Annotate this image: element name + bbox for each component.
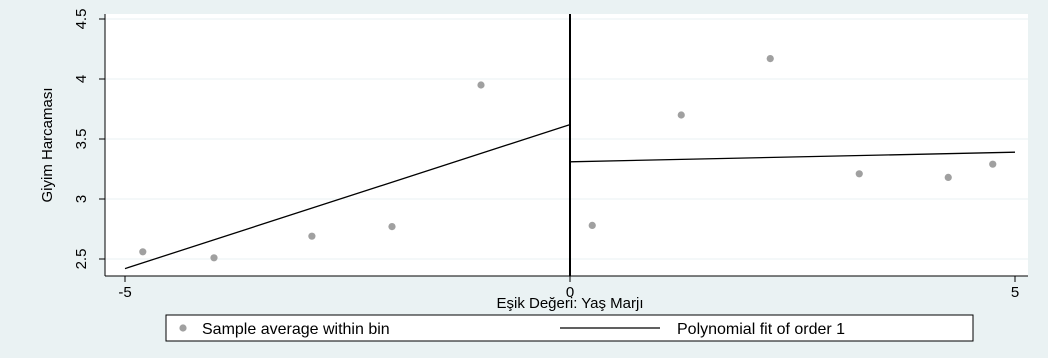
scatter-point — [855, 170, 863, 178]
y-tick-label: 3.5 — [73, 129, 90, 150]
y-tick-label: 3 — [73, 195, 90, 203]
x-axis-ticks: -5 0 5 — [118, 276, 1019, 301]
y-tick-label: 4.5 — [73, 9, 90, 30]
fit-line — [124, 123, 571, 270]
y-axis-title: Giyim Harcaması — [39, 87, 56, 202]
x-tick-label: 0 — [566, 284, 574, 301]
legend-label-scatter: Sample average within bin — [202, 321, 390, 338]
x-tick-label: -5 — [118, 284, 131, 301]
scatter-point — [477, 81, 485, 89]
scatter-point — [139, 248, 147, 256]
legend-box — [165, 314, 974, 342]
scatter-point — [766, 55, 774, 63]
y-tick-label: 4 — [73, 75, 90, 83]
legend-scatter-marker — [179, 324, 187, 332]
scatter-point — [388, 223, 396, 231]
x-tick-label: 5 — [1011, 284, 1019, 301]
scatter-point — [588, 221, 596, 229]
scatter-point — [210, 254, 218, 262]
fit-lines — [124, 123, 1016, 270]
plot-area — [105, 14, 1028, 276]
scatter-point — [944, 173, 952, 181]
scatter-point — [308, 232, 316, 240]
scatter-point — [677, 111, 685, 119]
legend: Sample average within bin Polynomial fit… — [165, 314, 974, 342]
scatter-point — [989, 160, 997, 168]
y-axis-ticks: 2.5 3 3.5 4 4.5 — [73, 9, 105, 270]
legend-label-fit: Polynomial fit of order 1 — [677, 321, 845, 338]
y-tick-label: 2.5 — [73, 249, 90, 270]
scatter-points — [139, 55, 997, 262]
x-axis-title: Eşik Değeri: Yaş Marjı — [497, 295, 644, 312]
fit-line — [569, 151, 1016, 163]
gridlines — [105, 18, 1028, 260]
